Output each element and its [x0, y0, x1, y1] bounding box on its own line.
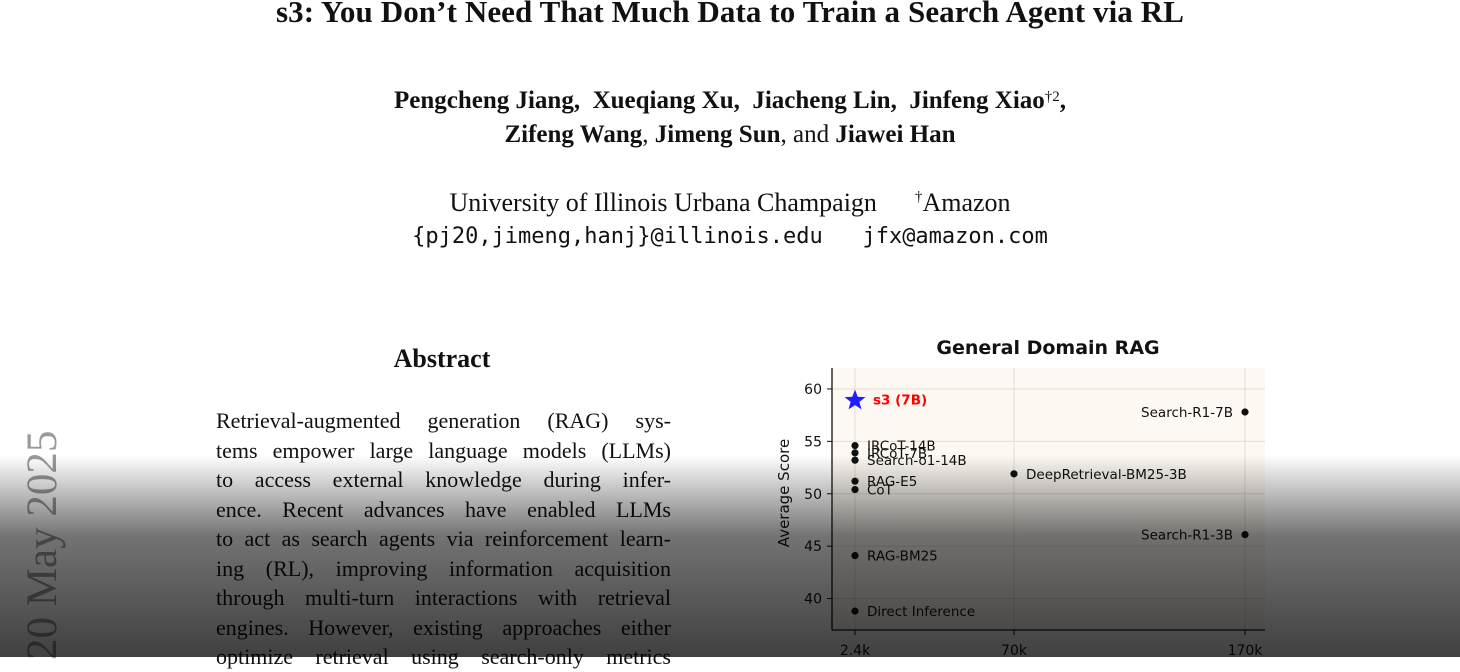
email-illinois[interactable]: {pj20,jimeng,hanj}@illinois.edu: [412, 224, 823, 249]
affiliation-amazon: Amazon: [922, 188, 1011, 217]
data-point-label: Search-o1-14B: [867, 453, 967, 469]
author-name: Xueqiang Xu,: [592, 87, 740, 114]
abstract-line: engines. However, existing approaches ei…: [216, 614, 671, 640]
data-point-label: Search-R1-3B: [1141, 528, 1233, 544]
scatter-chart: General Domain RAG Average Score 2.4k 70k…: [775, 337, 1265, 659]
abstract-line: Retrieval-augmented generation (RAG) sys…: [216, 408, 671, 433]
author-line-1: Pengcheng Jiang, Xueqiang Xu, Jiacheng L…: [0, 84, 1460, 118]
abstract-line: through multi-turn interactions with ret…: [216, 585, 671, 610]
data-point-label: CoT: [867, 483, 894, 499]
abstract-line: to access external knowledge during infe…: [216, 467, 671, 492]
author-name: Pengcheng Jiang,: [393, 87, 581, 114]
data-point-label: IRCoT-14B: [867, 439, 936, 455]
data-point: [851, 485, 859, 494]
author-affiliation-mark: †2: [1044, 89, 1060, 105]
data-point-label: s3 (7B): [873, 392, 927, 408]
data-point: [851, 607, 859, 615]
data-point-label: Search-R1-7B: [1141, 405, 1233, 421]
data-point: [851, 456, 859, 464]
affiliation-university: University of Illinois Urbana Champaign: [449, 188, 877, 217]
author-list: Pengcheng Jiang, Xueqiang Xu, Jiacheng L…: [0, 84, 1460, 152]
data-point-label: Direct Inference: [867, 604, 975, 620]
data-point-label: RAG-BM25: [867, 549, 938, 565]
contact-emails: {pj20,jimeng,hanj}@illinois.edu jfx@amaz…: [0, 224, 1460, 249]
data-point: [1010, 470, 1018, 478]
data-point-label: DeepRetrieval-BM25-3B: [1026, 467, 1187, 483]
email-amazon[interactable]: jfx@amazon.com: [862, 224, 1048, 249]
abstract-line: ence. Recent advances have enabled LLMs: [216, 496, 671, 522]
data-point: [1241, 408, 1249, 416]
y-tick-label: 60: [804, 382, 822, 398]
author-line-2: Zifeng Wang, Jimeng Sun, and Jiawei Han: [0, 118, 1460, 152]
abstract-body: Retrieval-augmented generation (RAG) sys…: [216, 406, 671, 672]
abstract-line: to act as search agents via reinforcemen…: [216, 526, 671, 551]
data-point: [1241, 531, 1249, 539]
author-separator: ,: [1059, 87, 1067, 114]
author-name: Jiacheng Lin,: [752, 87, 897, 114]
y-tick-label: 45: [804, 539, 822, 555]
abstract-line: tems empower large language models (LLMs…: [216, 437, 671, 463]
y-tick-label: 50: [804, 487, 822, 503]
data-point: [851, 477, 859, 485]
abstract-line: ing (RL), improving information acquisit…: [216, 555, 671, 581]
affiliation-mark: †: [914, 189, 923, 205]
author-name: Jiawei Han: [835, 121, 956, 148]
chart-ylabel: Average Score: [775, 439, 793, 547]
arxiv-stamp: 20 May 2025: [19, 430, 66, 660]
abstract-heading: Abstract: [393, 344, 491, 373]
chart-title: General Domain RAG: [936, 337, 1159, 359]
author-name: Jinfeng Xiao: [909, 87, 1045, 114]
paper-title: s3: You Don’t Need That Much Data to Tra…: [275, 0, 1185, 29]
author-name: Jimeng Sun: [654, 121, 781, 148]
data-point: [851, 441, 859, 450]
author-separator: ,: [642, 121, 649, 148]
data-point: [851, 551, 859, 560]
affiliations: University of Illinois Urbana Champaign †…: [0, 186, 1460, 220]
author-name: Zifeng Wang: [504, 121, 643, 148]
y-tick-label: 40: [804, 592, 822, 608]
data-point: [851, 449, 859, 457]
data-point-star: [844, 389, 866, 410]
y-tick-label: 55: [804, 434, 822, 450]
author-separator: , and: [780, 121, 830, 148]
